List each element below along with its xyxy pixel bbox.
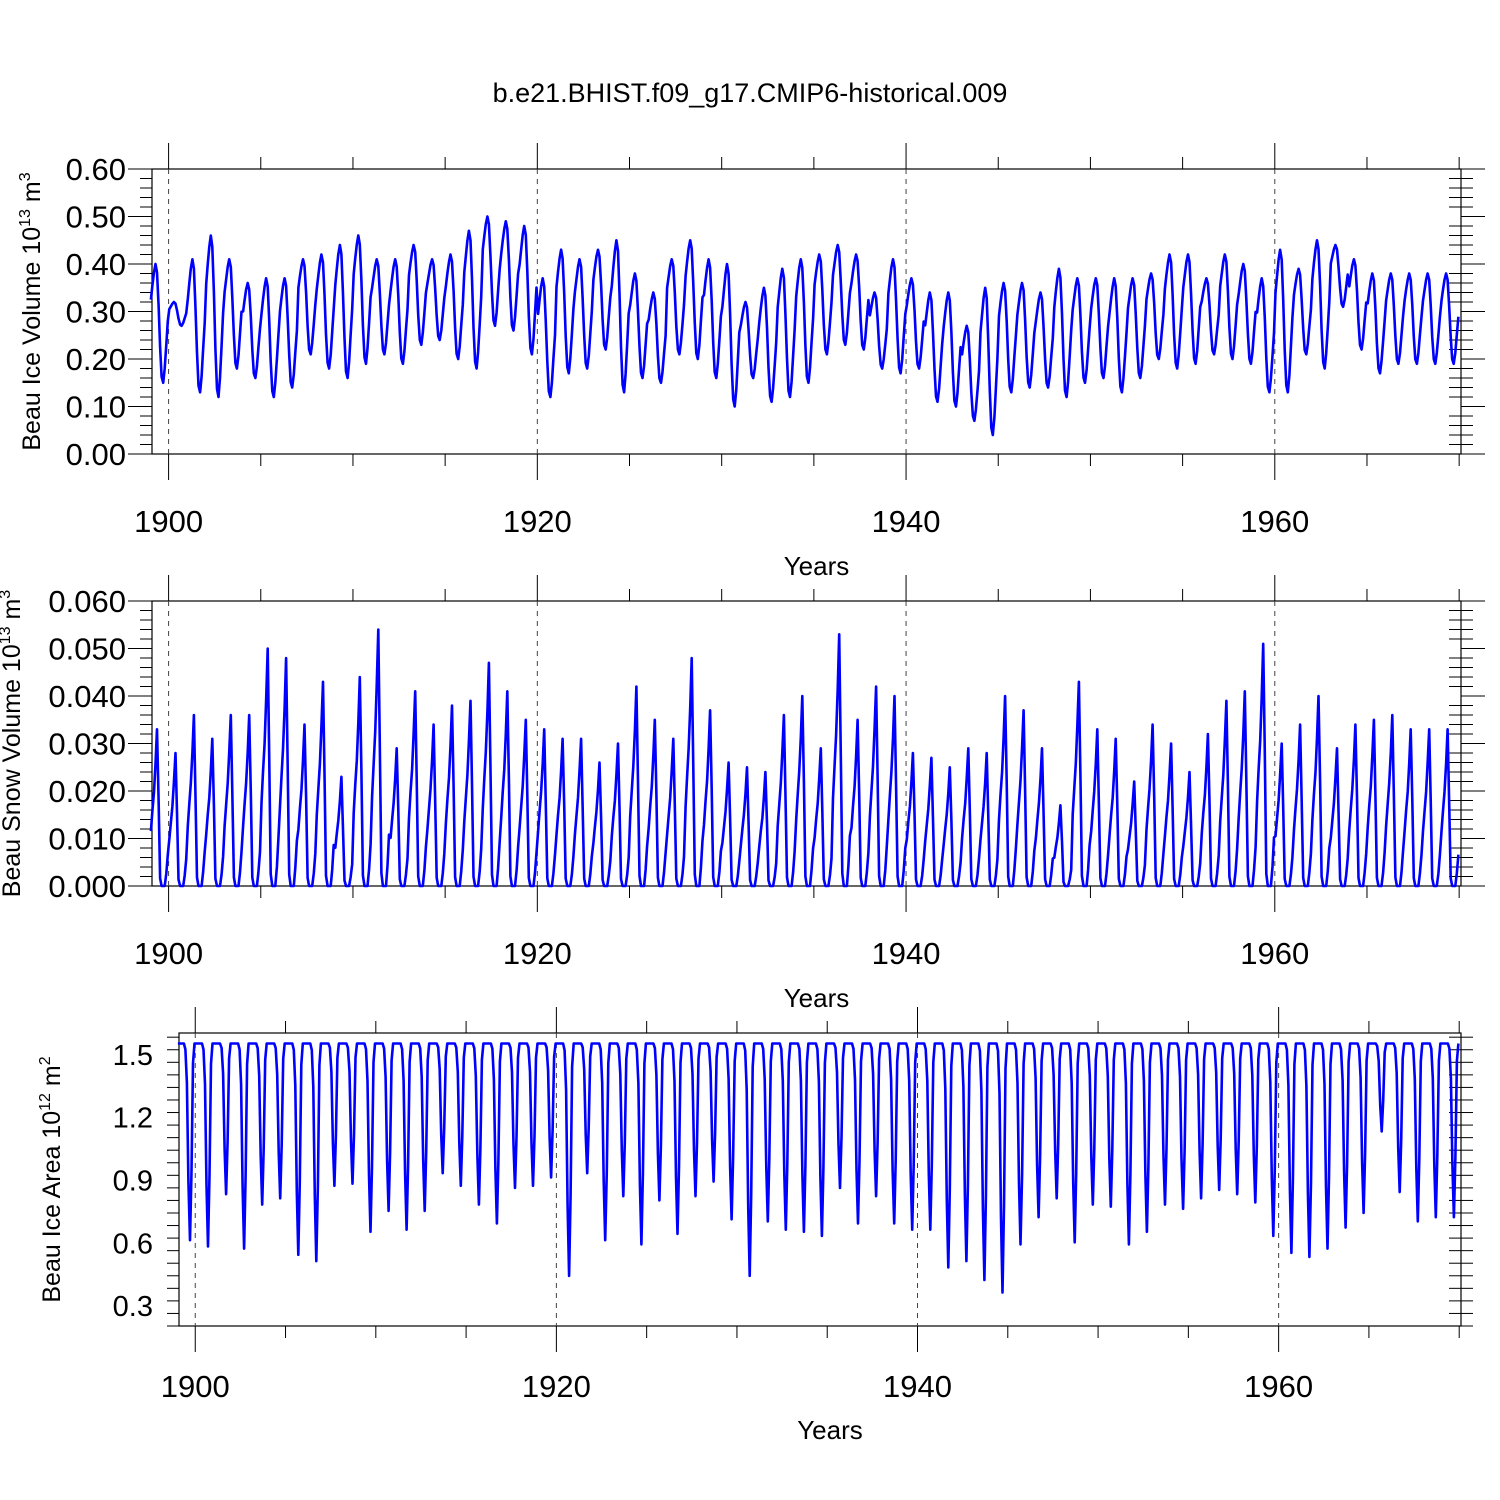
y-tick-label: 0.050 bbox=[48, 632, 126, 667]
series-line bbox=[177, 1042, 1460, 1294]
x-axis-label: Years bbox=[784, 983, 850, 1013]
y-tick-label: 0.30 bbox=[66, 295, 126, 330]
x-tick-label: 1940 bbox=[883, 1369, 952, 1404]
x-tick-label: 1920 bbox=[522, 1369, 591, 1404]
figure-title: b.e21.BHIST.f09_g17.CMIP6-historical.009 bbox=[492, 78, 1008, 108]
series-line bbox=[149, 215, 1460, 437]
y-tick-label: 0.60 bbox=[66, 152, 126, 187]
y-tick-label: 0.000 bbox=[48, 869, 126, 904]
y-tick-label: 0.010 bbox=[48, 822, 126, 857]
y-tick-label: 0.6 bbox=[113, 1228, 153, 1260]
x-tick-label: 1960 bbox=[1240, 936, 1309, 971]
y-tick-label: 1.2 bbox=[113, 1103, 153, 1135]
y-tick-label: 0.00 bbox=[66, 437, 126, 472]
x-tick-label: 1960 bbox=[1244, 1369, 1313, 1404]
y-tick-label: 0.9 bbox=[113, 1166, 153, 1198]
y-tick-label: 0.3 bbox=[113, 1291, 153, 1323]
y-tick-label: 1.5 bbox=[113, 1040, 153, 1072]
x-tick-label: 1900 bbox=[134, 936, 203, 971]
y-axis-label: Beau Ice Area 1012 m2 bbox=[37, 1056, 66, 1302]
y-tick-label: 0.40 bbox=[66, 247, 126, 282]
y-tick-label: 0.030 bbox=[48, 727, 126, 762]
y-tick-label: 0.020 bbox=[48, 774, 126, 809]
series-line bbox=[149, 628, 1460, 888]
x-tick-label: 1920 bbox=[503, 936, 572, 971]
x-tick-label: 1940 bbox=[872, 936, 941, 971]
x-tick-label: 1940 bbox=[872, 504, 941, 539]
y-axis-label: Beau Snow Volume 1013 m3 bbox=[0, 590, 26, 898]
y-axis-label: Beau Ice Volume 1013 m3 bbox=[17, 172, 46, 450]
y-tick-label: 0.060 bbox=[48, 584, 126, 619]
x-axis-label: Years bbox=[784, 551, 850, 581]
y-tick-label: 0.50 bbox=[66, 200, 126, 235]
x-tick-label: 1920 bbox=[503, 504, 572, 539]
x-tick-label: 1900 bbox=[134, 504, 203, 539]
x-tick-label: 1900 bbox=[161, 1369, 230, 1404]
plot-frame bbox=[178, 1032, 1462, 1327]
y-tick-label: 0.20 bbox=[66, 342, 126, 377]
y-tick-label: 0.10 bbox=[66, 390, 126, 425]
x-tick-label: 1960 bbox=[1240, 504, 1309, 539]
x-axis-label: Years bbox=[797, 1415, 863, 1445]
y-tick-label: 0.040 bbox=[48, 679, 126, 714]
